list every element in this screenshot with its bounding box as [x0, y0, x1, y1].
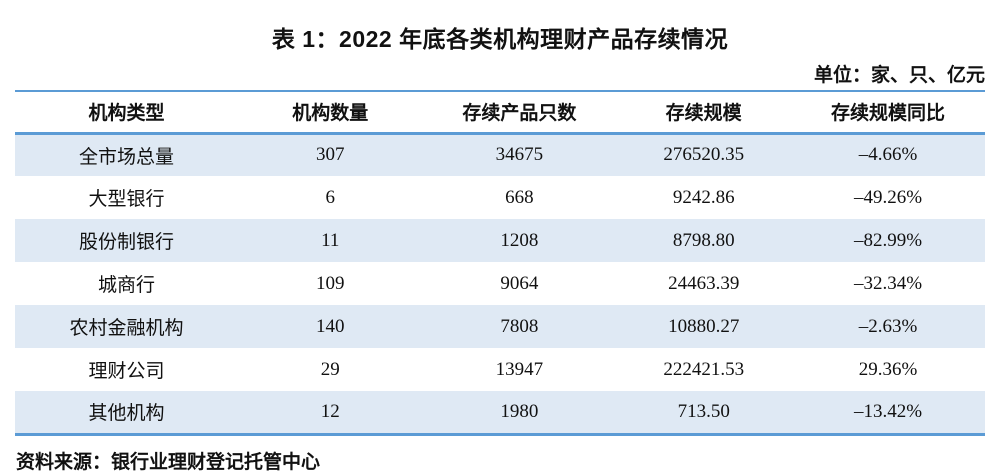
cell-product-count: 9064: [500, 272, 539, 294]
cell-outstanding-scale: 276520.35: [663, 144, 745, 166]
cell-product-count: 34675: [495, 144, 544, 166]
cell-scale-yoy: –49.26%: [853, 186, 923, 208]
table-title: 表 1：2022 年底各类机构理财产品存续情况: [271, 26, 729, 52]
table-row: 农村金融机构 140 7808 10880.27 –2.63%: [15, 305, 985, 348]
cell-institution-type: 城商行: [98, 275, 156, 296]
cell-institution-count: 12: [320, 400, 340, 422]
col-header-institution-count: 机构数量: [292, 103, 369, 125]
cell-outstanding-scale: 222421.53: [663, 358, 745, 380]
cell-institution-type: 其他机构: [88, 403, 165, 425]
report-page: 表 1：2022 年底各类机构理财产品存续情况 单位：家、只、亿元 机构类型 机…: [0, 20, 1000, 474]
unit-note: 单位：家、只、亿元: [813, 65, 985, 86]
source-note: 资料来源：银行业理财登记托管中心: [16, 451, 321, 473]
cell-institution-count: 6: [325, 186, 335, 208]
cell-product-count: 7808: [500, 315, 539, 337]
table-row: 股份制银行 11 1208 8798.80 –82.99%: [15, 219, 985, 262]
cell-outstanding-scale: 8798.80: [672, 229, 735, 251]
cell-outstanding-scale: 24463.39: [668, 272, 740, 294]
table-row: 其他机构 12 1980 713.50 –13.42%: [15, 391, 985, 434]
cell-institution-type: 股份制银行: [79, 232, 175, 253]
cell-outstanding-scale: 713.50: [677, 400, 730, 422]
table-row: 理财公司 29 13947 222421.53 29.36%: [15, 348, 985, 391]
cell-institution-count: 29: [320, 358, 340, 380]
cell-scale-yoy: –32.34%: [853, 272, 923, 294]
cell-product-count: 1980: [500, 400, 539, 422]
col-header-outstanding-scale: 存续规模: [665, 103, 742, 125]
col-header-product-count: 存续产品只数: [462, 103, 577, 125]
cell-institution-type: 理财公司: [88, 361, 165, 382]
table-header-row: 机构类型 机构数量 存续产品只数 存续规模 存续规模同比: [15, 91, 985, 133]
cell-scale-yoy: –2.63%: [858, 315, 918, 337]
cell-scale-yoy: –13.42%: [853, 400, 923, 422]
cell-scale-yoy: –82.99%: [853, 229, 923, 251]
table-row: 大型银行 6 668 9242.86 –49.26%: [15, 176, 985, 219]
cell-institution-count: 140: [315, 315, 345, 337]
cell-product-count: 13947: [495, 358, 544, 380]
cell-institution-type: 农村金融机构: [69, 318, 184, 339]
cell-institution-type: 全市场总量: [79, 146, 175, 168]
cell-outstanding-scale: 10880.27: [668, 315, 740, 337]
cell-product-count: 668: [505, 186, 534, 208]
cell-outstanding-scale: 9242.86: [672, 186, 735, 208]
col-header-scale-yoy: 存续规模同比: [830, 103, 945, 125]
cell-institution-type: 大型银行: [88, 189, 165, 210]
cell-institution-count: 11: [321, 229, 340, 251]
cell-scale-yoy: 29.36%: [858, 358, 918, 380]
cell-institution-count: 307: [315, 144, 345, 166]
cell-product-count: 1208: [500, 229, 539, 251]
cell-institution-count: 109: [315, 272, 345, 294]
wealth-product-table: 机构类型 机构数量 存续产品只数 存续规模 存续规模同比 全市场总量 307 3…: [15, 90, 985, 436]
cell-scale-yoy: –4.66%: [858, 144, 918, 166]
table-row: 全市场总量 307 34675 276520.35 –4.66%: [15, 133, 985, 176]
col-header-institution-type: 机构类型: [88, 103, 165, 125]
table-row: 城商行 109 9064 24463.39 –32.34%: [15, 262, 985, 305]
